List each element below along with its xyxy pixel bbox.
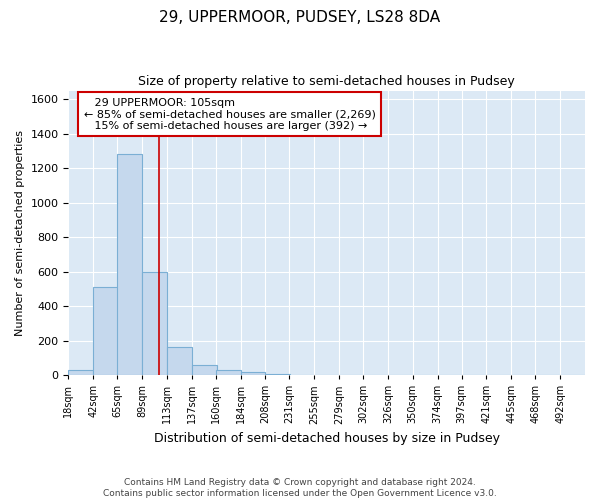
Y-axis label: Number of semi-detached properties: Number of semi-detached properties xyxy=(15,130,25,336)
Bar xyxy=(216,370,241,375)
Bar xyxy=(117,154,142,375)
Bar xyxy=(265,374,290,375)
Text: 29 UPPERMOOR: 105sqm
← 85% of semi-detached houses are smaller (2,269)
   15% of: 29 UPPERMOOR: 105sqm ← 85% of semi-detac… xyxy=(84,98,376,131)
Text: 29, UPPERMOOR, PUDSEY, LS28 8DA: 29, UPPERMOOR, PUDSEY, LS28 8DA xyxy=(160,10,440,25)
Text: Contains HM Land Registry data © Crown copyright and database right 2024.
Contai: Contains HM Land Registry data © Crown c… xyxy=(103,478,497,498)
Bar xyxy=(241,372,265,375)
Bar xyxy=(68,370,93,375)
X-axis label: Distribution of semi-detached houses by size in Pudsey: Distribution of semi-detached houses by … xyxy=(154,432,500,445)
Bar xyxy=(192,365,217,375)
Title: Size of property relative to semi-detached houses in Pudsey: Size of property relative to semi-detach… xyxy=(139,75,515,88)
Bar xyxy=(142,272,167,375)
Bar xyxy=(93,287,118,375)
Bar xyxy=(167,346,192,375)
